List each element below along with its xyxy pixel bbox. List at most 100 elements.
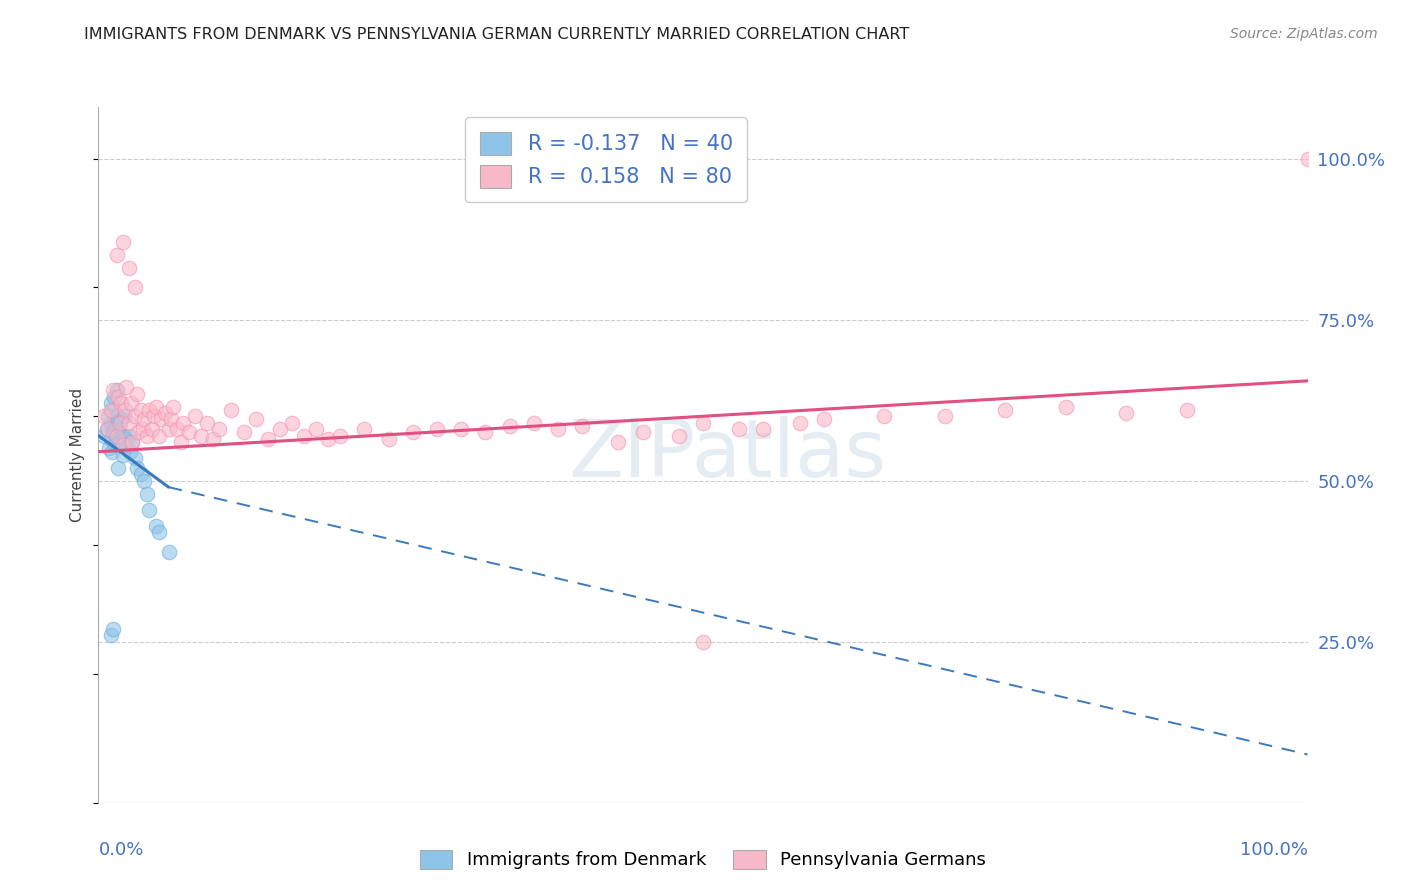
- Point: [232, 425, 254, 440]
- Point: [292, 428, 315, 442]
- Y-axis label: Currently Married: Currently Married: [70, 388, 86, 522]
- Point: [124, 409, 146, 424]
- Point: [134, 412, 156, 426]
- Point: [873, 409, 896, 424]
- Text: 100.0%: 100.0%: [1240, 841, 1308, 859]
- Point: [97, 409, 120, 424]
- Point: [316, 432, 339, 446]
- Point: [105, 428, 128, 442]
- Legend: R = -0.137   N = 40, R =  0.158   N = 80: R = -0.137 N = 40, R = 0.158 N = 80: [465, 118, 748, 202]
- Point: [93, 428, 115, 442]
- Point: [1115, 406, 1137, 420]
- Point: [120, 396, 142, 410]
- Point: [184, 409, 207, 424]
- Point: [190, 428, 212, 442]
- Point: [668, 428, 690, 442]
- Point: [103, 416, 125, 430]
- Point: [143, 409, 166, 424]
- Point: [124, 451, 146, 466]
- Point: [115, 438, 138, 452]
- Point: [127, 425, 149, 440]
- Point: [245, 412, 267, 426]
- Point: [118, 444, 141, 458]
- Point: [100, 432, 122, 446]
- Point: [124, 280, 146, 294]
- Point: [135, 486, 157, 500]
- Point: [162, 400, 184, 414]
- Point: [202, 432, 225, 446]
- Point: [105, 384, 128, 398]
- Point: [121, 435, 143, 450]
- Point: [103, 390, 125, 404]
- Point: [221, 402, 243, 417]
- Point: [157, 422, 180, 436]
- Point: [145, 400, 167, 414]
- Point: [100, 396, 122, 410]
- Point: [93, 409, 115, 424]
- Point: [172, 416, 194, 430]
- Point: [148, 525, 170, 540]
- Point: [179, 425, 201, 440]
- Point: [195, 416, 218, 430]
- Point: [148, 428, 170, 442]
- Point: [104, 438, 127, 452]
- Point: [107, 460, 129, 475]
- Point: [112, 409, 135, 424]
- Point: [100, 402, 122, 417]
- Point: [329, 428, 352, 442]
- Point: [377, 432, 399, 446]
- Point: [498, 419, 520, 434]
- Point: [118, 428, 141, 442]
- Point: [305, 422, 328, 436]
- Point: [101, 622, 124, 636]
- Point: [402, 425, 425, 440]
- Point: [121, 435, 143, 450]
- Point: [104, 422, 127, 436]
- Point: [107, 390, 129, 404]
- Text: IMMIGRANTS FROM DENMARK VS PENNSYLVANIA GERMAN CURRENTLY MARRIED CORRELATION CHA: IMMIGRANTS FROM DENMARK VS PENNSYLVANIA …: [84, 27, 910, 42]
- Point: [166, 422, 188, 436]
- Point: [111, 438, 134, 452]
- Point: [450, 422, 472, 436]
- Point: [138, 402, 160, 417]
- Point: [111, 235, 134, 250]
- Point: [994, 402, 1017, 417]
- Point: [934, 409, 956, 424]
- Point: [115, 380, 138, 394]
- Point: [100, 628, 122, 642]
- Point: [281, 416, 304, 430]
- Text: Source: ZipAtlas.com: Source: ZipAtlas.com: [1230, 27, 1378, 41]
- Point: [110, 412, 132, 426]
- Point: [571, 419, 593, 434]
- Point: [105, 248, 128, 262]
- Point: [607, 435, 630, 450]
- Point: [256, 432, 278, 446]
- Point: [108, 435, 131, 450]
- Point: [728, 422, 751, 436]
- Point: [101, 402, 124, 417]
- Legend: Immigrants from Denmark, Pennsylvania Germans: Immigrants from Denmark, Pennsylvania Ge…: [411, 841, 995, 879]
- Point: [353, 422, 375, 436]
- Point: [108, 419, 131, 434]
- Point: [111, 448, 134, 462]
- Point: [752, 422, 775, 436]
- Point: [114, 402, 136, 417]
- Point: [118, 416, 141, 430]
- Point: [101, 425, 124, 440]
- Point: [523, 416, 546, 430]
- Point: [426, 422, 449, 436]
- Point: [114, 432, 136, 446]
- Text: 0.0%: 0.0%: [98, 841, 143, 859]
- Point: [105, 409, 128, 424]
- Point: [132, 422, 155, 436]
- Point: [96, 422, 118, 436]
- Point: [692, 634, 714, 648]
- Point: [108, 416, 131, 430]
- Point: [208, 422, 231, 436]
- Point: [169, 435, 191, 450]
- Point: [100, 444, 122, 458]
- Point: [157, 544, 180, 558]
- Point: [789, 416, 811, 430]
- Point: [160, 412, 183, 426]
- Point: [135, 428, 157, 442]
